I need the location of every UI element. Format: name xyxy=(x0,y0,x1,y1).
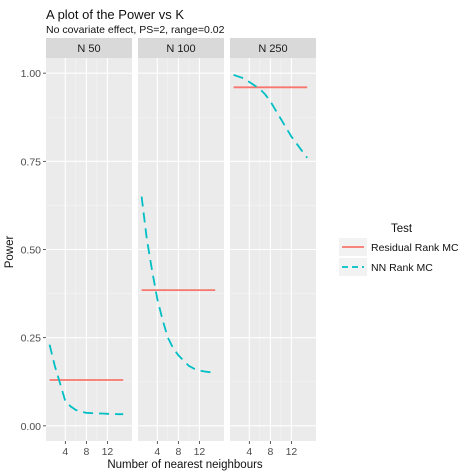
x-tick-label: 8 xyxy=(83,446,89,458)
y-tick-label: 0.50 xyxy=(21,245,42,257)
facet-strip-label: N 250 xyxy=(258,43,287,55)
x-tick-label: 12 xyxy=(194,446,206,458)
x-tick-label: 8 xyxy=(267,446,273,458)
x-tick-label: 12 xyxy=(102,446,114,458)
facet-strip xyxy=(138,38,224,58)
y-tick-label: 0.75 xyxy=(21,156,42,168)
facet-panel: N 250 4 8 12 xyxy=(230,38,316,458)
series-line xyxy=(140,196,216,374)
chart-subtitle: No covariate effect, PS=2, range=0.02 xyxy=(46,24,225,36)
y-tick-label: 0.25 xyxy=(21,333,42,345)
chart-title: A plot of the Power vs K xyxy=(46,7,184,22)
y-tick-label: 0.00 xyxy=(21,421,42,433)
y-tick-label: 1.00 xyxy=(21,68,42,80)
x-axis-title: Number of nearest neighbours xyxy=(107,459,263,471)
facet-strip-label: N 50 xyxy=(77,43,100,55)
facet-strip xyxy=(46,38,132,58)
y-axis: 0.00 0.25 0.50 0.75 1.00 xyxy=(21,68,46,433)
legend-title: Test xyxy=(391,223,413,235)
facet-panel: N 50 4 8 12 xyxy=(46,38,132,458)
series-line xyxy=(48,344,124,416)
y-axis-title: Power xyxy=(4,236,16,269)
legend-label: Residual Rank MC xyxy=(371,242,459,254)
x-tick-label: 12 xyxy=(286,446,298,458)
x-tick-label: 4 xyxy=(62,446,68,458)
legend-label: NN Rank MC xyxy=(371,262,433,274)
x-tick-label: 4 xyxy=(246,446,252,458)
facet-panel: N 100 4 8 12 xyxy=(138,38,224,458)
legend: Test Residual Rank MC NN Rank MC xyxy=(339,223,459,276)
facet-strip xyxy=(230,38,316,58)
x-tick-label: 8 xyxy=(175,446,181,458)
facet-strip-label: N 100 xyxy=(166,43,195,55)
facet-panels: N 50 4 8 12 N 100 4 8 12 N 250 4 8 12 xyxy=(46,38,316,458)
x-tick-label: 4 xyxy=(154,446,160,458)
